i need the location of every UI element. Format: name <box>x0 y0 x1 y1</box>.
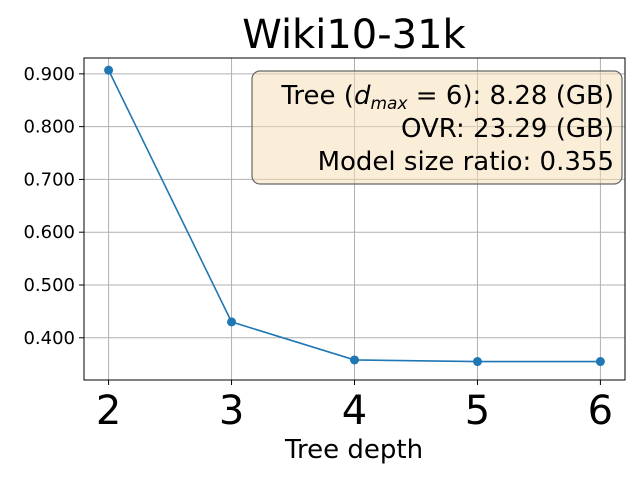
data-point <box>227 317 237 327</box>
data-point <box>595 357 605 367</box>
annotation-tree-prefix: Tree ( <box>280 81 354 111</box>
y-tick-label: 0.700 <box>23 169 75 190</box>
annotation-d-subscript: max <box>370 94 408 114</box>
x-tick-label: 6 <box>588 388 613 434</box>
annotation-d-equals: = 6 <box>408 81 463 111</box>
annotation-tree-suffix: ): 8.28 (GB) <box>462 81 614 111</box>
annotation-d-var: d <box>354 81 371 111</box>
y-tick-label: 0.900 <box>23 64 75 85</box>
data-point <box>350 355 359 365</box>
x-tick-label: 5 <box>465 388 490 434</box>
series-line-group <box>104 65 605 367</box>
y-tick-label: 0.400 <box>23 328 75 349</box>
annotation-ovr-size: OVR: 23.29 (GB) <box>401 114 614 144</box>
plot-area-frame <box>83 57 626 381</box>
x-axis-ticks: 2 3 4 5 6 <box>96 380 613 434</box>
y-tick-label: 0.800 <box>23 117 75 138</box>
y-tick-label: 0.500 <box>23 275 75 296</box>
y-tick-label: 0.600 <box>23 222 75 243</box>
data-point <box>104 65 114 75</box>
annotation-box: Tree (dmax = 6): 8.28 (GB) OVR: 23.29 (G… <box>251 70 623 185</box>
x-tick-label: 4 <box>342 388 367 434</box>
annotation-size-ratio: Model size ratio: 0.355 <box>318 147 614 177</box>
annotation-box-background <box>252 71 622 184</box>
annotation-box-border <box>251 70 623 185</box>
x-tick-label: 2 <box>96 388 121 434</box>
x-axis-label: Tree depth <box>284 435 423 465</box>
chart-title: Wiki10-31k <box>242 12 466 58</box>
y-axis-ticks: 0.400 0.500 0.600 0.700 0.800 0.900 <box>23 64 84 349</box>
data-point <box>472 357 482 367</box>
x-tick-label: 3 <box>219 388 244 434</box>
annotation-tree-size: Tree (dmax = 6): 8.28 (GB) <box>280 81 614 114</box>
